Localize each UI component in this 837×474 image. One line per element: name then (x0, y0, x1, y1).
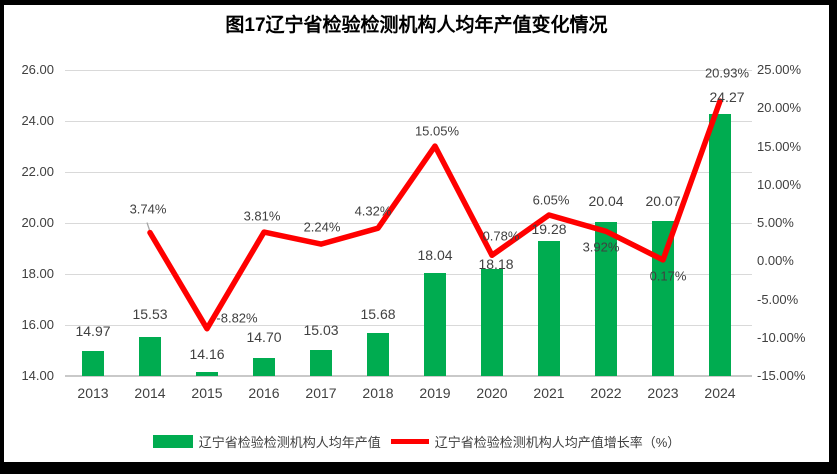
growth-line (147, 98, 723, 332)
bar-value-label: 18.04 (417, 246, 453, 263)
legend-bar-swatch-icon (152, 435, 193, 448)
line-point-label: 3.92% (582, 239, 620, 255)
gridline (65, 172, 752, 173)
bar-value-label: 14.16 (189, 345, 225, 362)
gridline (65, 274, 752, 275)
line-point-label: 3.81% (243, 208, 281, 224)
bar-value-label: 20.04 (588, 192, 624, 209)
line-point-label: 0.78% (482, 228, 520, 244)
y-axis-left-tick-label: 22.00 (21, 164, 54, 179)
y-axis-right-tick-label: -10.00% (757, 329, 806, 345)
line-point-label: 20.93% (704, 65, 750, 81)
bar-value-label: 15.53 (132, 305, 168, 322)
plot-area: 14.97 15.53 14.16 14.70 15.03 15.68 18.04 18.18… (65, 66, 752, 377)
gridline (65, 121, 752, 122)
bar-value-label: 20.07 (645, 193, 681, 210)
bar-value-label: 19.28 (531, 221, 567, 238)
line-point-label: 6.05% (532, 192, 570, 208)
bar (82, 351, 104, 376)
x-axis-tick-label: 2018 (362, 385, 394, 401)
y-axis-left-tick-label: 14.00 (21, 368, 54, 383)
x-axis-tick-label: 2020 (476, 385, 508, 401)
y-axis-right-tick-label: 25.00% (757, 62, 802, 77)
y-axis-right-tick-label: 15.00% (757, 138, 802, 154)
line-point-label: 2.24% (303, 219, 341, 235)
bar (310, 349, 332, 376)
x-axis-tick-label: 2016 (248, 385, 280, 401)
gridline (65, 223, 752, 224)
x-axis-tick-label: 2014 (134, 385, 166, 401)
bar (367, 333, 389, 376)
bar (595, 222, 617, 376)
line-point-label: 3.74% (129, 201, 167, 217)
bar (139, 337, 161, 376)
bar (253, 358, 275, 376)
bar-value-label: 18.18 (478, 256, 514, 273)
x-axis-tick-label: 2024 (704, 385, 736, 401)
line-point-label: 0.17% (649, 268, 687, 284)
y-axis-left-tick-label: 26.00 (21, 62, 54, 77)
bar (538, 241, 560, 376)
legend: 辽宁省检验检测机构人均年产值 辽宁省检验检测机构人均产值增长率（%） (4, 433, 829, 450)
x-axis-tick-label: 2015 (191, 385, 223, 401)
growth-line-svg (146, 98, 723, 332)
bar (709, 114, 731, 376)
x-axis-tick-label: 2017 (305, 385, 337, 401)
x-axis-tick-label: 2021 (533, 385, 565, 401)
y-axis-right-tick-label: -5.00% (757, 291, 799, 307)
line-point-label: 15.05% (414, 123, 460, 139)
y-axis-right-tick-label: 0.00% (757, 253, 794, 269)
bar (424, 273, 446, 376)
y-axis-left-tick-label: 24.00 (21, 113, 54, 128)
line-point-label: 4.32% (354, 203, 392, 219)
x-axis-tick-label: 2022 (590, 385, 622, 401)
x-axis-tick-label: 2013 (77, 385, 109, 401)
y-axis-right-tick-label: 20.00% (757, 100, 802, 116)
y-axis-left-tick-label: 16.00 (21, 317, 54, 332)
gridline (65, 70, 752, 71)
bar-value-label: 24.27 (709, 89, 745, 106)
gridline (65, 325, 752, 326)
bar-value-label: 14.97 (75, 323, 111, 340)
legend-line-swatch-icon (390, 439, 429, 444)
y-axis-right-tick-label: 5.00% (757, 215, 794, 230)
gridline (65, 375, 752, 377)
x-axis-tick-label: 2023 (647, 385, 679, 401)
chart-page: 图17辽宁省检验检测机构人均年产值变化情况 14.97 15.53 14.16 14.… (4, 5, 829, 462)
legend-label-line-series: 辽宁省检验检测机构人均产值增长率（%） (434, 435, 681, 450)
y-axis-right-tick-label: 10.00% (757, 176, 802, 192)
bar (481, 269, 503, 376)
bar (196, 371, 218, 376)
legend-label-bar-series: 辽宁省检验检测机构人均年产值 (198, 435, 381, 450)
bar-value-label: 15.03 (303, 321, 339, 338)
y-axis-left-tick-label: 20.00 (21, 215, 54, 230)
chart-title: 图17辽宁省检验检测机构人均年产值变化情况 (225, 15, 608, 36)
x-axis-tick-label: 2019 (419, 385, 451, 401)
line-point-label: -8.82% (216, 310, 258, 326)
bar-value-label: 15.68 (360, 306, 396, 323)
y-axis-right-tick-label: -15.00% (757, 368, 806, 383)
y-axis-left-tick-label: 18.00 (21, 266, 54, 281)
bar-value-label: 14.70 (246, 329, 282, 346)
